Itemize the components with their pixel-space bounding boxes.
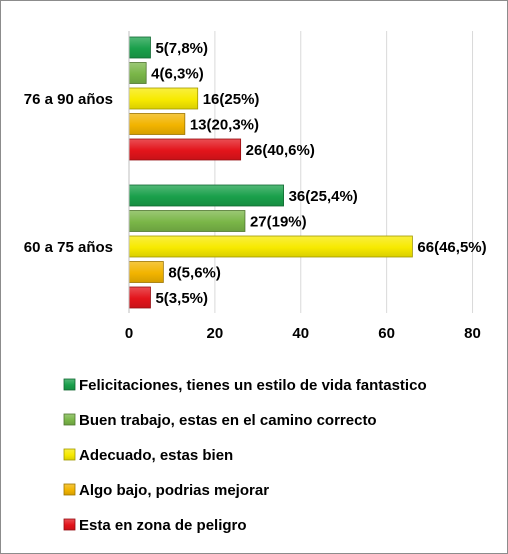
- x-tick-label: 20: [207, 325, 224, 342]
- data-label: 5(3,5%): [155, 290, 208, 307]
- legend-swatch: [63, 483, 76, 496]
- legend-item-esta-en-zona-de-peligro: Esta en zona de peligro: [63, 517, 247, 534]
- bar-76-a-90-anos-esta-en-zona-de-peligro: [128, 138, 242, 161]
- data-label: 4(6,3%): [151, 66, 204, 83]
- legend-swatch: [63, 413, 76, 426]
- legend-item-adecuado-estas-bien: Adecuado, estas bien: [63, 447, 233, 464]
- data-label: 5(7,8%): [155, 40, 208, 57]
- legend: Felicitaciones, tienes un estilo de vida…: [63, 377, 427, 534]
- category-label: 76 a 90 años: [24, 91, 113, 108]
- legend-swatch: [63, 378, 76, 391]
- data-label: 27(19%): [250, 214, 307, 231]
- data-label: 16(25%): [203, 91, 260, 108]
- legend-item-felicitaciones-tienes-un: Felicitaciones, tienes un estilo de vida…: [63, 377, 427, 394]
- data-label: 8(5,6%): [168, 265, 221, 282]
- bar-76-a-90-anos-felicitaciones-tienes-un: [128, 36, 151, 59]
- legend-swatch: [63, 518, 76, 531]
- x-tick-label: 80: [464, 325, 481, 342]
- legend-label: Felicitaciones, tienes un estilo de vida…: [79, 377, 427, 394]
- bar-60-a-75-anos-adecuado-estas-bien: [128, 235, 413, 258]
- legend-swatch: [63, 448, 76, 461]
- x-tick-label: 40: [292, 325, 309, 342]
- gridlines: [214, 31, 474, 313]
- data-label: 26(40,6%): [246, 142, 315, 159]
- data-label: 66(46,5%): [417, 239, 486, 256]
- bar-76-a-90-anos-buen-trabajo-estas-en-el: [128, 62, 147, 84]
- bar-76-a-90-anos-adecuado-estas-bien: [128, 87, 199, 110]
- bar-60-a-75-anos-algo-bajo-podrias-mejora: [128, 261, 164, 283]
- bars: [128, 36, 413, 309]
- legend-label: Algo bajo, podrias mejorar: [79, 482, 269, 499]
- category-label: 60 a 75 años: [24, 239, 113, 256]
- bar-60-a-75-anos-esta-en-zona-de-peligro: [128, 286, 151, 309]
- legend-label: Buen trabajo, estas en el camino correct…: [79, 412, 377, 429]
- legend-label: Adecuado, estas bien: [79, 447, 233, 464]
- bar-60-a-75-anos-buen-trabajo-estas-en-el: [128, 210, 246, 232]
- legend-item-algo-bajo-podrias-mejora: Algo bajo, podrias mejorar: [63, 482, 269, 499]
- data-label: 13(20,3%): [190, 117, 259, 134]
- axes: 0 20 40 60 80 76 a 90 años 60 a 75 años: [24, 31, 481, 342]
- data-label: 36(25,4%): [289, 188, 358, 205]
- data-labels: 5(7,8%) 4(6,3%) 16(25%) 13(20,3%) 26(40,6%) 3…: [151, 40, 486, 307]
- x-tick-label: 60: [378, 325, 395, 342]
- bar-76-a-90-anos-algo-bajo-podrias-mejora: [128, 113, 186, 135]
- bar-60-a-75-anos-felicitaciones-tienes-un: [128, 184, 284, 207]
- legend-item-buen-trabajo-estas-en-el: Buen trabajo, estas en el camino correct…: [63, 412, 377, 429]
- legend-label: Esta en zona de peligro: [79, 517, 247, 534]
- x-tick-label: 0: [125, 325, 133, 342]
